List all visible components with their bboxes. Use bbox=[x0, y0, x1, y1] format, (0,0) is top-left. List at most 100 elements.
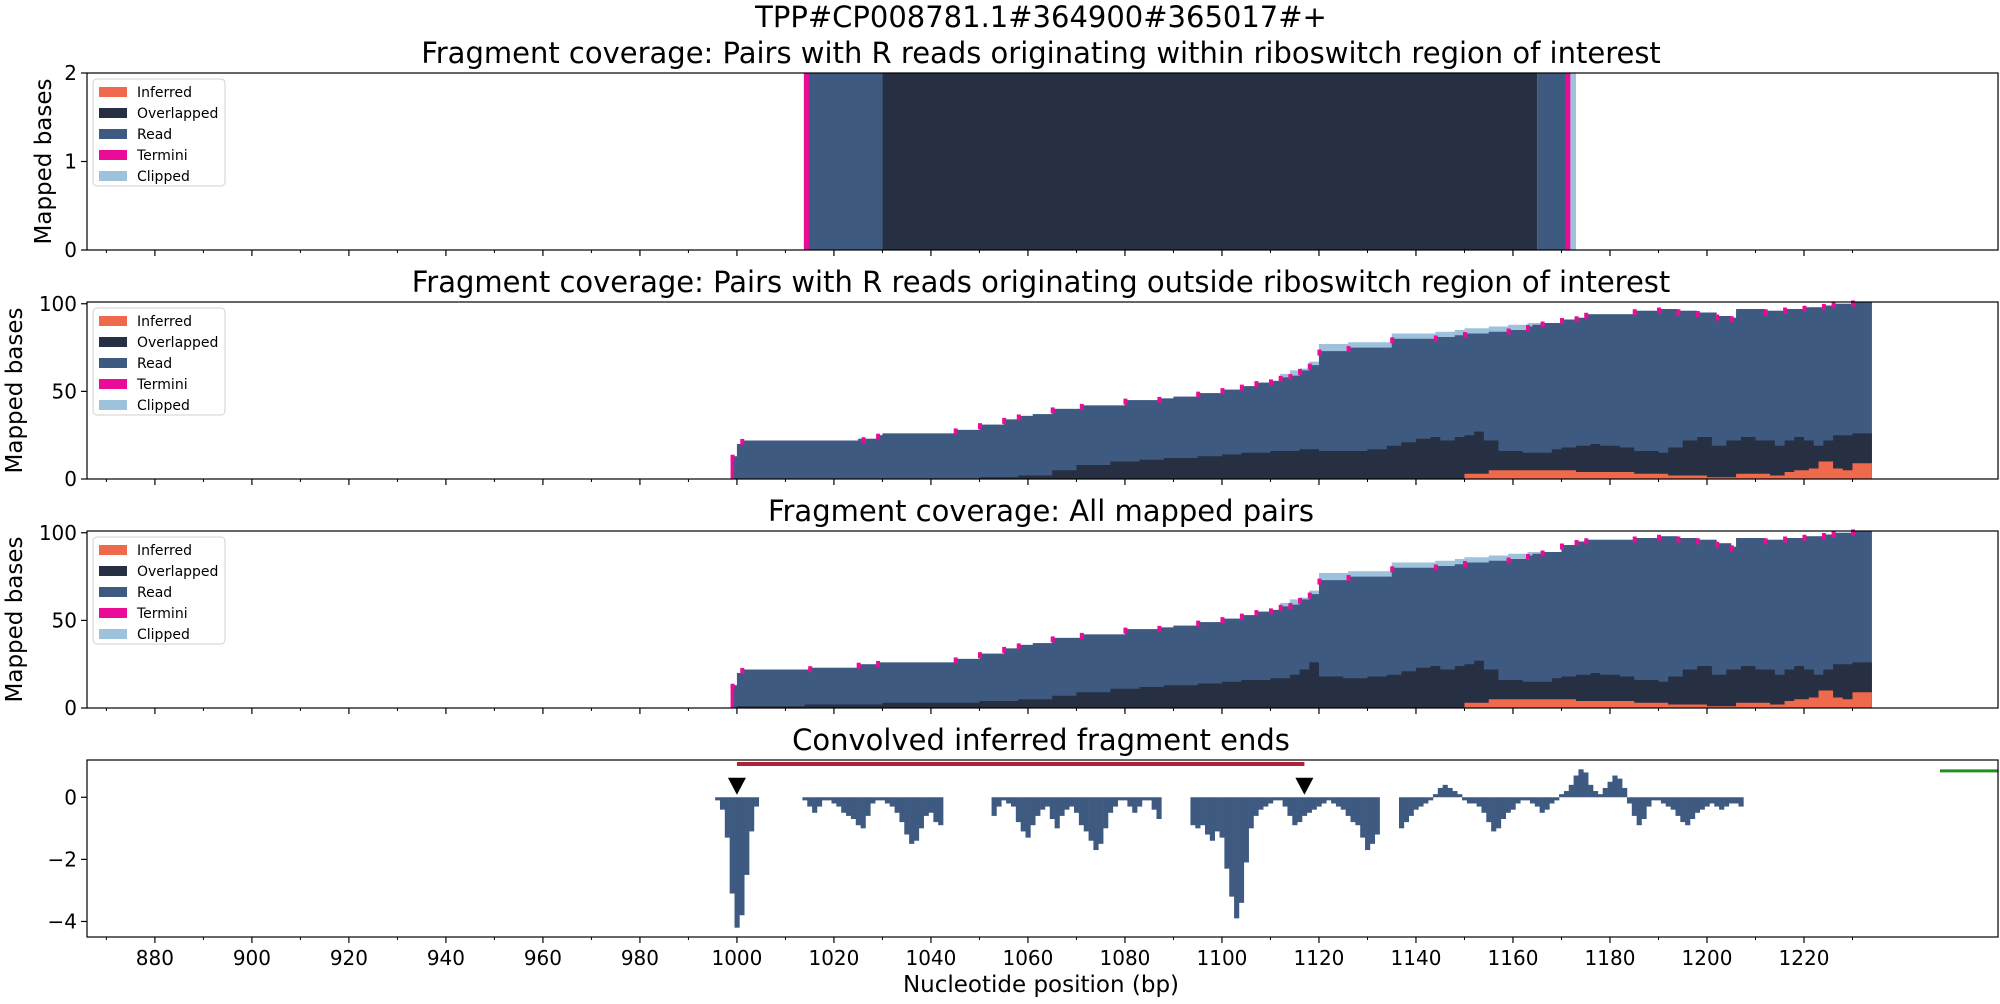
convolved-bar bbox=[1064, 797, 1070, 810]
legend-swatch-read bbox=[99, 129, 127, 139]
x-tick-label: 1120 bbox=[1294, 946, 1345, 970]
termini-mark bbox=[1763, 538, 1768, 545]
convolved-bar bbox=[1529, 797, 1536, 804]
convolved-bar bbox=[1408, 797, 1414, 816]
termini-mark bbox=[1695, 538, 1700, 545]
convolved-bar bbox=[1001, 797, 1007, 801]
termini-mark bbox=[1050, 636, 1055, 643]
convolved-bar bbox=[1466, 797, 1473, 804]
termini-mark bbox=[1079, 632, 1084, 639]
convolved-bar bbox=[729, 797, 735, 894]
convolved-bar bbox=[1651, 797, 1657, 801]
x-tick-label: 960 bbox=[524, 946, 562, 970]
convolved-bar bbox=[1709, 797, 1715, 804]
termini-mark bbox=[861, 437, 866, 444]
y-tick-label: −2 bbox=[48, 847, 77, 871]
termini-mark bbox=[1307, 592, 1312, 599]
convolved-bar bbox=[1520, 797, 1526, 801]
termini-mark bbox=[1821, 304, 1826, 311]
termini-mark bbox=[1540, 321, 1545, 328]
convolved-bar bbox=[719, 797, 726, 810]
termini-mark bbox=[730, 685, 735, 708]
x-tick-label: 1200 bbox=[1682, 946, 1733, 970]
panel-title: Fragment coverage: Pairs with R reads or… bbox=[421, 36, 1661, 70]
x-axis-label: Nucleotide position (bp) bbox=[903, 972, 1179, 998]
termini-mark bbox=[1574, 540, 1579, 547]
x-tick-label: 1060 bbox=[1002, 946, 1053, 970]
termini-mark bbox=[1278, 375, 1283, 382]
legend: Inferred Overlapped Read Termini Clipped bbox=[92, 307, 226, 416]
convolved-bar bbox=[1617, 778, 1623, 798]
convolved-bar bbox=[1588, 784, 1594, 798]
panel-title: Fragment coverage: Pairs with R reads or… bbox=[412, 265, 1671, 299]
termini-mark bbox=[1278, 604, 1283, 611]
convolved-bar bbox=[1107, 797, 1114, 813]
termini-mark bbox=[1239, 384, 1244, 391]
termini-mark bbox=[1656, 534, 1661, 541]
convolved-bar bbox=[1229, 797, 1235, 897]
termini-mark bbox=[1850, 300, 1855, 307]
convolved-bar bbox=[1447, 787, 1453, 798]
convolved-bar bbox=[1049, 797, 1055, 819]
termini-mark bbox=[1802, 534, 1807, 541]
termini-mark bbox=[1433, 564, 1438, 571]
termini-mark bbox=[1123, 398, 1128, 405]
convolved-bar bbox=[1403, 797, 1409, 823]
termini-mark bbox=[1079, 403, 1084, 410]
x-tick-label: 880 bbox=[136, 946, 174, 970]
overlapped-area bbox=[882, 73, 1538, 250]
convolved-bar bbox=[1428, 797, 1434, 801]
axes-frame bbox=[86, 301, 1999, 480]
termini-mark bbox=[1831, 302, 1836, 309]
termini-mark bbox=[1783, 307, 1788, 314]
fragment-end-marker bbox=[727, 777, 746, 795]
convolved-bar bbox=[1137, 797, 1143, 807]
termini-mark bbox=[1346, 575, 1351, 582]
convolved-bar bbox=[1098, 797, 1104, 844]
legend-label-clipped: Clipped bbox=[137, 169, 190, 185]
convolved-bar bbox=[1059, 797, 1065, 816]
convolved-bar bbox=[1054, 797, 1060, 829]
legend-label-clipped: Clipped bbox=[137, 398, 190, 414]
convolved-bar bbox=[1156, 797, 1162, 819]
x-tick-label: 1000 bbox=[711, 946, 762, 970]
convolved-bar bbox=[860, 797, 866, 829]
convolved-bar bbox=[1103, 797, 1109, 829]
convolved-bar bbox=[1292, 797, 1298, 826]
termini-mark bbox=[1016, 643, 1021, 650]
convolved-bar bbox=[1486, 797, 1492, 823]
convolved-bar bbox=[1078, 797, 1085, 826]
convolved-bar bbox=[991, 797, 997, 816]
convolved-bar bbox=[1432, 794, 1439, 798]
convolved-bar bbox=[1238, 797, 1245, 903]
convolved-bar bbox=[753, 797, 760, 807]
convolved-bar bbox=[1554, 797, 1560, 801]
legend-swatch-overlapped bbox=[99, 337, 127, 347]
termini-mark bbox=[1157, 396, 1162, 403]
convolved-bar bbox=[880, 797, 886, 801]
x-tick-label: 940 bbox=[427, 946, 465, 970]
convolved-bar bbox=[1350, 797, 1356, 823]
convolved-bar bbox=[1301, 797, 1308, 816]
termini-mark bbox=[1390, 337, 1395, 344]
convolved-bar bbox=[1641, 797, 1647, 819]
termini-mark bbox=[1526, 325, 1531, 332]
convolved-bar bbox=[909, 797, 915, 844]
legend-label-overlapped: Overlapped bbox=[137, 106, 218, 122]
convolved-bar bbox=[1583, 772, 1589, 798]
termini-mark bbox=[1390, 566, 1395, 573]
y-tick-label: 50 bbox=[52, 608, 77, 632]
convolved-bar bbox=[1083, 797, 1089, 832]
clipped-area bbox=[1566, 73, 1577, 250]
convolved-bar bbox=[1277, 797, 1283, 801]
termini-mark bbox=[1715, 314, 1720, 321]
legend-swatch-inferred bbox=[99, 87, 127, 97]
convolved-bar bbox=[1025, 797, 1031, 838]
convolved-bar bbox=[1418, 797, 1424, 807]
convolved-bar bbox=[889, 797, 895, 807]
termini-mark bbox=[1695, 311, 1700, 318]
inferred-area bbox=[1464, 690, 1872, 708]
legend-swatch-overlapped bbox=[99, 566, 127, 576]
panel-2: Fragment coverage: Pairs with R reads or… bbox=[2, 265, 1999, 491]
axes-frame bbox=[86, 530, 1999, 709]
